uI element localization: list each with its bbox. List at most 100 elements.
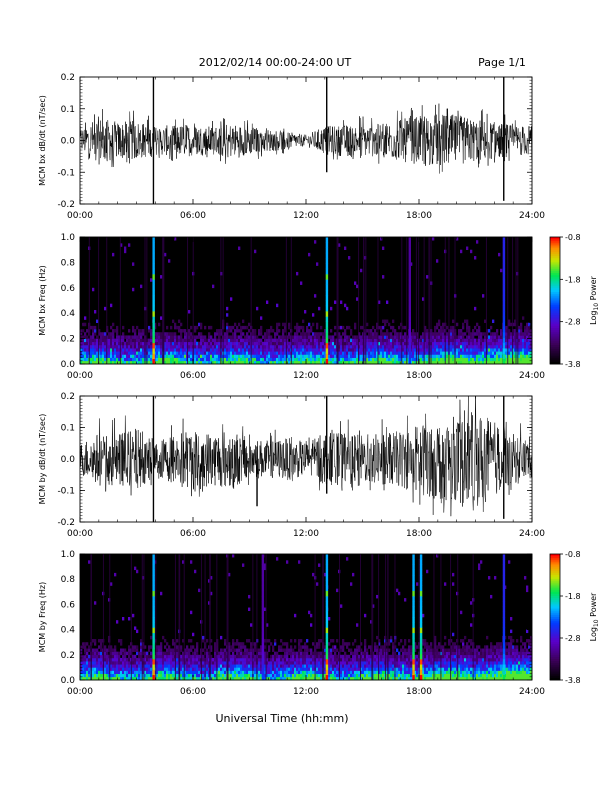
spectrogram-cell bbox=[306, 342, 308, 345]
spectrogram-cell bbox=[204, 348, 206, 351]
spectrogram-cell bbox=[390, 339, 392, 342]
power-line bbox=[503, 263, 505, 269]
spectrogram-cell bbox=[400, 664, 402, 667]
y-tick-label: -0.1 bbox=[57, 168, 75, 178]
spectrogram-cell bbox=[124, 652, 126, 655]
spectrogram-cell bbox=[110, 339, 112, 342]
spectrogram-cell bbox=[230, 661, 232, 664]
power-line bbox=[503, 258, 505, 264]
spectrogram-cell bbox=[90, 339, 92, 342]
spectrogram-cell bbox=[232, 345, 234, 348]
spectrogram-cell bbox=[172, 671, 174, 674]
spectrogram-cell bbox=[344, 342, 346, 345]
spectrogram-cell bbox=[248, 354, 250, 357]
spectrogram-cell bbox=[298, 345, 300, 348]
dbdt-trace bbox=[80, 396, 532, 516]
spectrogram-cell bbox=[208, 342, 210, 345]
spectrogram-cell bbox=[264, 339, 266, 342]
spectrogram-cell bbox=[138, 339, 140, 342]
spectrogram-cell bbox=[232, 664, 234, 667]
spectrogram-cell bbox=[374, 345, 376, 348]
spectrogram-cell bbox=[492, 339, 494, 342]
spectrogram-cell bbox=[84, 332, 86, 335]
spectrogram-cell bbox=[166, 655, 168, 658]
power-line bbox=[326, 242, 328, 248]
spectrogram-cell bbox=[196, 655, 198, 658]
spectrogram-cell bbox=[386, 301, 388, 304]
spectrogram-cell bbox=[352, 342, 354, 345]
spectrogram-cell bbox=[214, 658, 216, 661]
spectrogram-cell bbox=[394, 342, 396, 345]
spectrogram-cell bbox=[142, 339, 144, 342]
spectrogram-cell bbox=[238, 339, 240, 342]
spectrogram-cell bbox=[120, 661, 122, 664]
spectrogram-cell bbox=[314, 339, 316, 342]
y-axis-label: MCM by dB/dt (nT/sec) bbox=[38, 414, 47, 505]
spectrogram-cell bbox=[480, 358, 482, 361]
spectrogram-cell bbox=[332, 649, 334, 652]
spectrogram-cell bbox=[298, 667, 300, 670]
spectrogram-cell bbox=[236, 329, 238, 332]
spectrogram-cell bbox=[330, 671, 332, 674]
spectrogram-cell bbox=[134, 674, 136, 677]
spectrogram-cell bbox=[308, 674, 310, 677]
spectrogram-cell bbox=[446, 342, 448, 345]
spectrogram-cell bbox=[288, 358, 290, 361]
spectrogram-cell bbox=[390, 671, 392, 674]
spectrogram-cell bbox=[298, 661, 300, 664]
spectrogram-cell bbox=[258, 351, 260, 354]
spectrogram-cell bbox=[468, 339, 470, 342]
spectrogram-cell bbox=[474, 345, 476, 348]
spectrogram-cell bbox=[180, 674, 182, 677]
spectrogram-cell bbox=[300, 671, 302, 674]
spectrogram-cell bbox=[246, 348, 248, 351]
spectrogram-cell bbox=[146, 674, 148, 677]
spectrogram-cell bbox=[358, 649, 360, 652]
spectrogram-cell bbox=[452, 351, 454, 354]
spectrogram-cell bbox=[446, 358, 448, 361]
power-line bbox=[326, 269, 328, 275]
spectrogram-cell bbox=[442, 358, 444, 361]
spectrogram-cell bbox=[180, 667, 182, 670]
spectrogram-cell bbox=[318, 671, 320, 674]
spectrogram-cell bbox=[180, 671, 182, 674]
spectrogram-cell bbox=[236, 667, 238, 670]
spectrogram-cell bbox=[240, 335, 242, 338]
spectrogram-cell bbox=[446, 332, 448, 335]
spectrogram-cell bbox=[304, 661, 306, 664]
spectrogram-cell bbox=[226, 348, 228, 351]
spectrogram-cell bbox=[200, 348, 202, 351]
spectrogram-cell bbox=[320, 339, 322, 342]
spectrogram-cell bbox=[224, 639, 226, 642]
spectrogram-cell bbox=[190, 674, 192, 677]
spectrogram-cell bbox=[134, 664, 136, 667]
spectrogram-cell bbox=[344, 329, 346, 332]
spectrogram-cell bbox=[102, 335, 104, 338]
spectrogram-cell bbox=[300, 332, 302, 335]
spectrogram-cell bbox=[392, 326, 394, 329]
spectrogram-cell bbox=[160, 345, 162, 348]
spectrogram-cell bbox=[84, 645, 86, 648]
spectrogram-cell bbox=[498, 351, 500, 354]
bx-dbdt-panel: 0.20.10.0-0.1-0.2MCM bx dB/dt (nT/sec)00… bbox=[38, 73, 545, 221]
spectrogram-cell bbox=[236, 652, 238, 655]
spectrogram-cell bbox=[366, 354, 368, 357]
spectrogram-cell bbox=[520, 354, 522, 357]
spectrogram-cell bbox=[390, 358, 392, 361]
spectrogram-cell bbox=[488, 335, 490, 338]
spectrogram-cell bbox=[390, 342, 392, 345]
spectrogram-cell bbox=[148, 661, 150, 664]
spectrogram-cell bbox=[462, 339, 464, 342]
spectrogram-cell bbox=[468, 345, 470, 348]
spectrogram-cell bbox=[364, 661, 366, 664]
spectrogram-cell bbox=[168, 645, 170, 648]
power-line bbox=[503, 343, 505, 349]
spectrogram-cell bbox=[462, 345, 464, 348]
spectrogram-cell bbox=[296, 358, 298, 361]
spectrogram-cell bbox=[416, 658, 418, 661]
spectrogram-cell bbox=[160, 674, 162, 677]
spectrogram-cell bbox=[310, 345, 312, 348]
spectrogram-cell bbox=[316, 655, 318, 658]
spectrogram-cell bbox=[398, 345, 400, 348]
spectrogram-cell bbox=[254, 358, 256, 361]
